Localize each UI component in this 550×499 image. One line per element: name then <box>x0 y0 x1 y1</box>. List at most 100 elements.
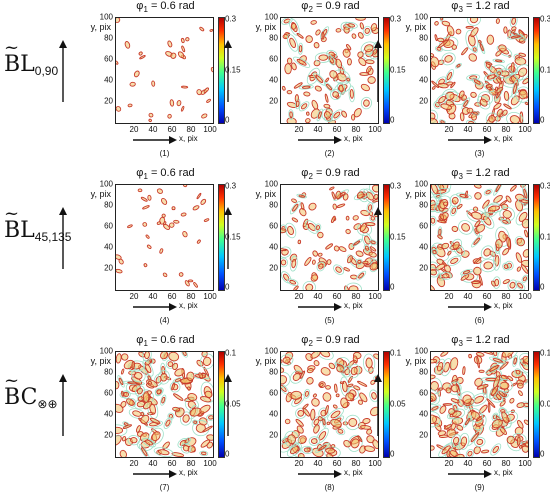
contour-blob <box>126 398 135 406</box>
panel-title: φ1 = 0.6 rad <box>136 334 195 349</box>
contour-plot-area <box>115 184 214 291</box>
x-tick-label: 60 <box>332 292 342 301</box>
contour-blob <box>341 110 348 118</box>
contour-blob <box>320 352 331 358</box>
contour-blob <box>303 91 311 97</box>
contour-blob <box>473 446 481 455</box>
contour-blob <box>350 366 358 376</box>
contour-halo <box>297 42 304 55</box>
contour-blob <box>138 51 143 56</box>
contour-blob <box>516 436 521 446</box>
contour-blob <box>200 198 207 205</box>
contour-blob <box>290 22 297 30</box>
y-axis-label: y, pix <box>255 356 276 366</box>
contour-blob <box>511 29 516 34</box>
y-tick-label: 20 <box>104 263 113 273</box>
y-tick-labels: 100 80 60 40 20 <box>258 13 278 123</box>
contour-blob <box>323 111 331 119</box>
contour-blob <box>516 266 522 272</box>
contour-blob <box>315 29 321 36</box>
x-tick-label: 60 <box>482 459 492 468</box>
contour-blob <box>449 357 459 371</box>
contour-blob <box>171 452 185 457</box>
x-tick-label: 40 <box>463 459 473 468</box>
y-axis-label: y, pix <box>90 189 111 199</box>
y-axis-label: y, pix <box>405 22 426 32</box>
y-axis-arrow-icon <box>59 374 67 436</box>
contour-halo <box>169 381 181 393</box>
contour-blob <box>353 108 362 118</box>
colorbar <box>533 184 540 291</box>
contour-halo <box>373 41 378 54</box>
contour-halo <box>199 353 213 370</box>
contour-halo <box>492 58 505 63</box>
contour-halo <box>154 387 163 396</box>
contour-blob <box>326 453 334 457</box>
contour-blob <box>495 185 502 193</box>
x-tick-label: 60 <box>167 292 177 301</box>
contour-halo <box>180 442 192 454</box>
contour-halo <box>289 201 301 215</box>
contour-blob <box>204 390 213 398</box>
contour-blob <box>325 83 333 91</box>
contour-blob <box>524 101 528 106</box>
contour-halo <box>117 375 125 388</box>
contour-blob <box>116 353 122 364</box>
y-tick-label: 80 <box>269 367 278 377</box>
contour-blob <box>501 352 514 358</box>
contour-blob <box>167 361 174 367</box>
contour-blob <box>321 31 325 40</box>
contour-blob <box>203 87 209 93</box>
contour-blob <box>286 57 293 65</box>
contour-blob <box>287 434 296 445</box>
contour-blob <box>434 21 439 26</box>
contour-blob <box>516 402 525 408</box>
contour-blob <box>343 26 350 34</box>
contour-blob <box>296 32 304 39</box>
contour-blob <box>515 252 523 263</box>
contour-blob <box>306 111 310 116</box>
contour-halo <box>448 408 466 420</box>
contour-blob <box>476 356 480 369</box>
contour-blob <box>510 35 521 39</box>
contour-halo <box>507 34 524 40</box>
contour-blob <box>350 274 358 280</box>
contour-halo <box>363 244 371 253</box>
contour-blob <box>349 89 354 99</box>
panel-title: φ3 = 1.2 rad <box>451 334 510 349</box>
contour-blob <box>186 371 195 381</box>
contour-blob <box>503 90 510 101</box>
contour-halo <box>483 188 493 196</box>
contour-blob <box>370 23 378 32</box>
contour-blob <box>176 100 182 107</box>
contour-blob <box>495 239 503 249</box>
contour-blob <box>173 219 180 224</box>
contour-blob <box>453 436 460 445</box>
contour-blob <box>436 362 444 372</box>
contour-halo <box>490 443 502 456</box>
row-label-bl-0-90: ~ BL0,90 <box>4 37 59 78</box>
y-tick-label: 100 <box>264 12 278 22</box>
y-axis-label: y, pix <box>405 356 426 366</box>
contour-blob <box>121 436 127 442</box>
contour-blob <box>144 352 150 360</box>
x-tick-label: 80 <box>351 292 361 301</box>
contour-blob <box>473 79 481 85</box>
y-tick-label: 100 <box>414 179 428 189</box>
contour-blob <box>196 89 202 96</box>
contour-blob <box>116 403 124 413</box>
x-tick-label: 20 <box>294 125 304 134</box>
contour-blob <box>509 115 521 123</box>
contour-blob <box>437 185 445 190</box>
contour-blob <box>133 70 140 78</box>
contour-blob <box>472 47 477 52</box>
y-tick-label: 60 <box>419 221 428 231</box>
y-tick-label: 40 <box>104 242 113 252</box>
contour-blob <box>161 197 168 205</box>
contour-blob <box>442 261 447 267</box>
x-tick-label: 100 <box>368 459 382 468</box>
contour-blob <box>431 392 437 402</box>
colorbar-tick-max: 0.1 <box>225 348 237 358</box>
contour-blob <box>206 98 211 103</box>
contour-plot-area <box>280 351 379 458</box>
